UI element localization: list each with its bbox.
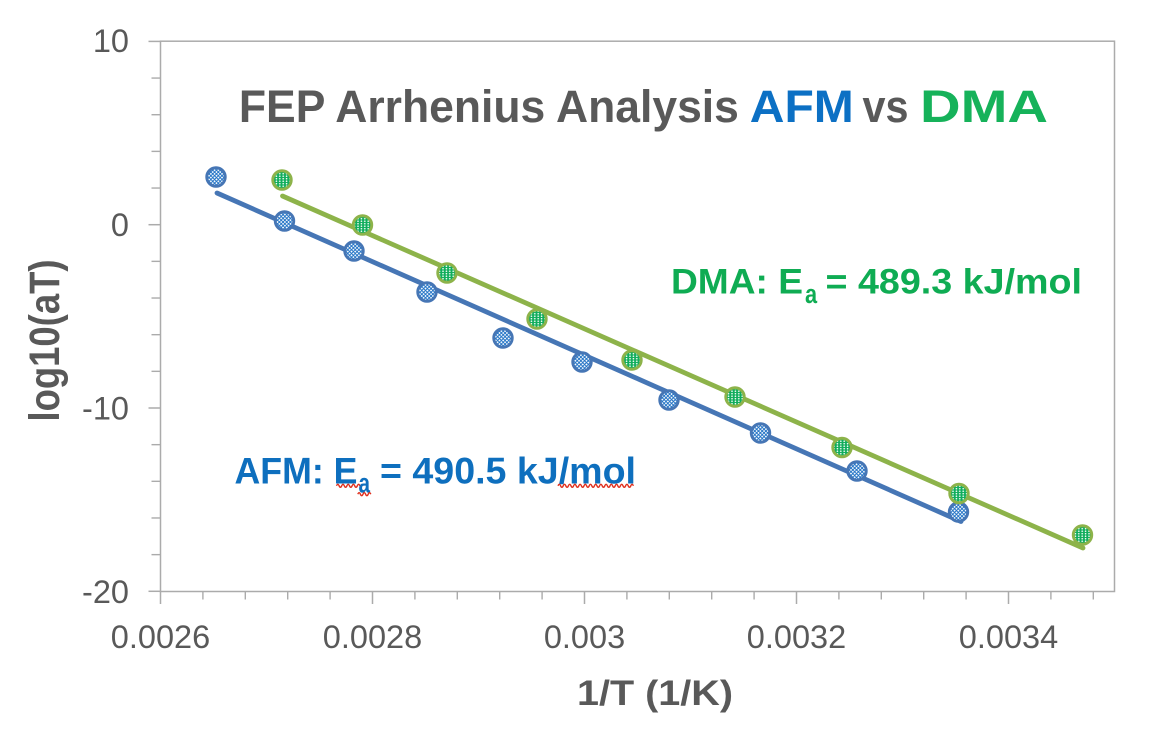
svg-text:DMA: DMA [920,81,1048,132]
svg-text:vs: vs [863,81,909,132]
svg-text:= 489.3 kJ/mol: = 489.3 kJ/mol [826,262,1083,302]
svg-text:FEP Arrhenius Analysis: FEP Arrhenius Analysis [239,81,739,132]
svg-text:0: 0 [111,207,129,243]
svg-text:DMA: E: DMA: E [671,262,803,302]
svg-text:AFM: AFM [750,81,854,132]
svg-text:1/T (1/K): 1/T (1/K) [577,674,733,713]
svg-text:0.0028: 0.0028 [323,619,422,655]
svg-text:log10(aT): log10(aT) [21,260,69,422]
svg-text:10: 10 [93,23,129,59]
svg-text:0.0034: 0.0034 [959,619,1058,655]
svg-text:0.003: 0.003 [544,619,625,655]
svg-text:a: a [805,279,818,309]
svg-text:0.0032: 0.0032 [747,619,846,655]
svg-text:0.0026: 0.0026 [111,619,210,655]
svg-text:-20: -20 [82,574,129,610]
svg-text:a: a [359,467,371,498]
svg-text:-10: -10 [82,391,129,427]
svg-text:= 490.5 kJ/mol: = 490.5 kJ/mol [380,450,636,492]
